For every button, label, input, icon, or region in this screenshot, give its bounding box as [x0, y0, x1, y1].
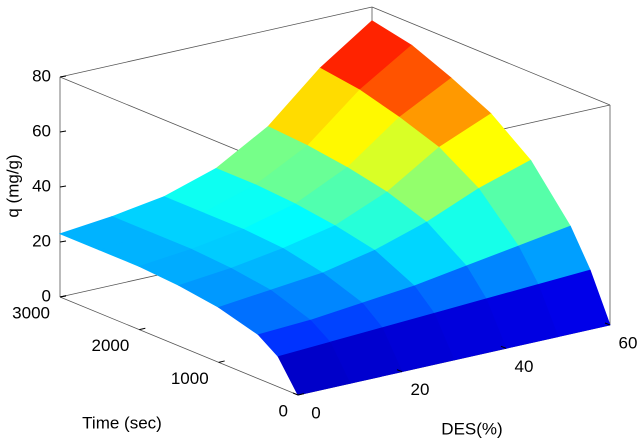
z-tick: [59, 75, 67, 78]
x-tick: [604, 322, 611, 326]
y-tick-label: 1000: [171, 369, 209, 388]
box-edge: [59, 6, 373, 78]
z-tick-label: 20: [32, 231, 51, 250]
y-tick: [59, 295, 67, 298]
z-tick-label: 40: [32, 176, 51, 195]
z-tick-label: 80: [32, 66, 51, 85]
y-tick: [139, 327, 146, 331]
surface-cell: [277, 341, 351, 396]
y-tick: [297, 393, 305, 396]
x-axis-label: DES(%): [441, 419, 502, 438]
y-tick-label: 0: [279, 401, 288, 420]
y-tick-label: 2000: [92, 336, 130, 355]
x-tick: [292, 392, 299, 396]
z-tick-label: 0: [42, 286, 51, 305]
x-tick-label: 40: [515, 357, 534, 376]
x-tick: [396, 369, 403, 373]
y-axis-label: Time (sec): [82, 413, 162, 432]
x-tick-label: 60: [619, 333, 638, 352]
z-tick-label: 60: [32, 121, 51, 140]
z-tick: [59, 130, 67, 133]
y-tick-label: 3000: [12, 303, 50, 322]
z-tick: [59, 185, 67, 188]
x-tick-label: 20: [411, 380, 430, 399]
z-axis-label: q (mg/g): [3, 154, 22, 217]
box-edge: [59, 296, 299, 396]
box-edge: [371, 6, 611, 106]
z-tick: [59, 240, 67, 243]
surface: [58, 20, 611, 396]
x-tick: [500, 345, 507, 349]
y-tick: [218, 360, 225, 363]
x-tick-label: 0: [311, 403, 320, 422]
